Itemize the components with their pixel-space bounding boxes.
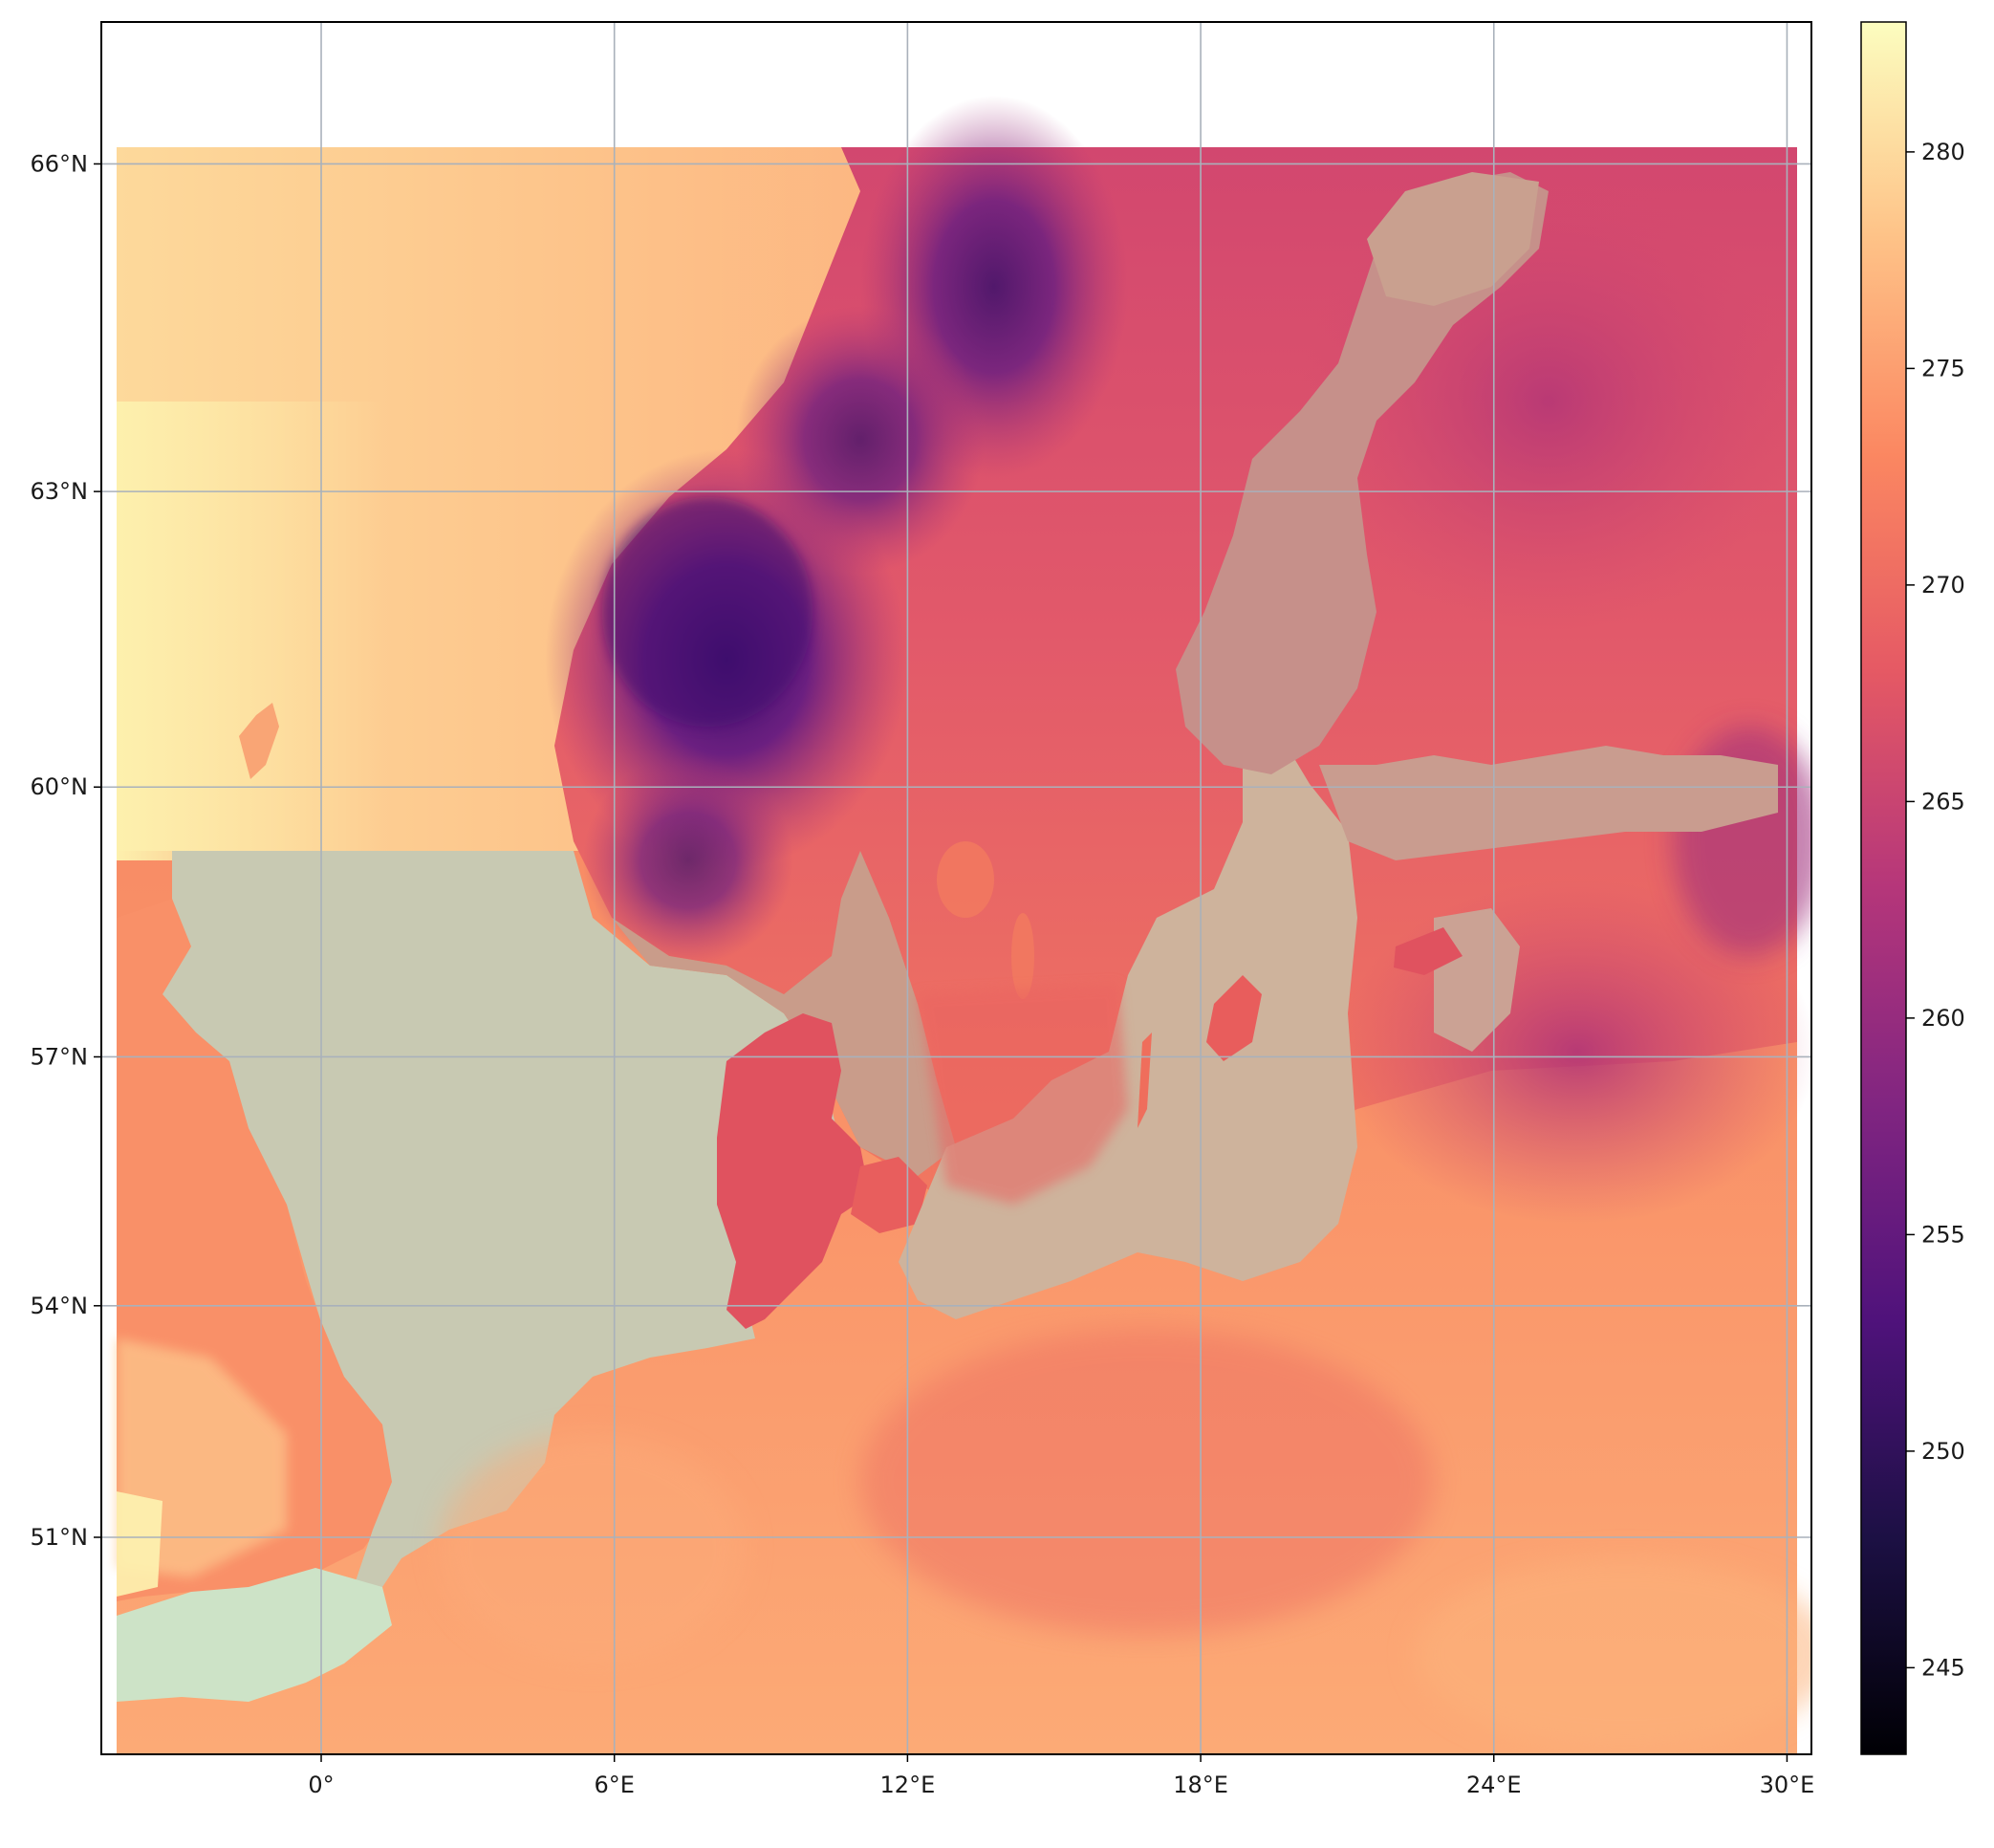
scandinavian-mountains-core [602,497,813,727]
colorbar-tick-label: 270 [1921,572,1965,598]
germany-west-warm [440,1434,746,1663]
longitude-tick-label: 30°E [1760,1772,1815,1798]
longitude-tick-label: 24°E [1466,1772,1522,1798]
colorbar-tick-label: 275 [1921,355,1965,381]
colorbar-tick-label: 265 [1921,788,1965,815]
map-area [101,22,1811,1754]
longitude-tick-label: 18°E [1173,1772,1228,1798]
lake-vanern [937,841,994,918]
bothnian-bay-north [1367,172,1539,306]
temperature-field [117,96,1811,1754]
cornwall-warm [117,1491,163,1597]
colorbar-fill [1860,21,1907,1755]
colorbar: 245 250 255 260 265 270 275 280 [1860,21,1965,1755]
saaremaa [1394,927,1463,975]
southeast-warm [1415,1558,1811,1750]
atlantic-sw-warm [117,402,384,860]
colorbar-tick-label: 260 [1921,1005,1965,1032]
latitude-tick-label: 66°N [31,150,89,177]
colorbar-tick-label: 280 [1921,139,1965,165]
norway-south-tip [583,755,793,966]
southern-sweden [918,985,1128,1205]
longitude-tick-label: 12°E [880,1772,936,1798]
skagerrak [612,851,956,1176]
latitude-tick-label: 63°N [31,478,89,505]
latitude-tick-label: 54°N [31,1293,89,1319]
gridlines [101,22,1811,1754]
gulf-of-finland [1319,746,1778,860]
shetland-islands [239,703,279,779]
latitude-tick-label: 60°N [31,773,89,800]
longitude-tick-label: 0° [308,1772,334,1798]
colorbar-tick-label: 255 [1921,1221,1965,1248]
longitude-labels: 0° 6°E 12°E 18°E 24°E 30°E [308,1754,1814,1798]
gulf-of-riga [1434,908,1520,1052]
latitude-labels: 51°N 54°N 57°N 60°N 63°N 66°N [31,150,101,1551]
lake-vattern [1011,913,1034,999]
poland-cool [860,1329,1434,1635]
colorbar-tick-label: 245 [1921,1654,1965,1681]
colorbar-ticks: 245 250 255 260 265 270 275 280 [1906,139,1965,1681]
north-sea [163,851,841,1587]
gotland [1206,975,1262,1061]
scandinavian-mountains-mid [736,306,985,574]
colorbar-tick-label: 250 [1921,1438,1965,1465]
latitude-tick-label: 51°N [31,1524,89,1551]
map-frame [100,21,1812,1755]
denmark [717,1013,870,1329]
longitude-tick-label: 6°E [594,1772,634,1798]
gulf-of-bothnia [1176,172,1549,774]
latitude-tick-label: 57°N [31,1043,89,1070]
english-channel [117,1568,392,1702]
